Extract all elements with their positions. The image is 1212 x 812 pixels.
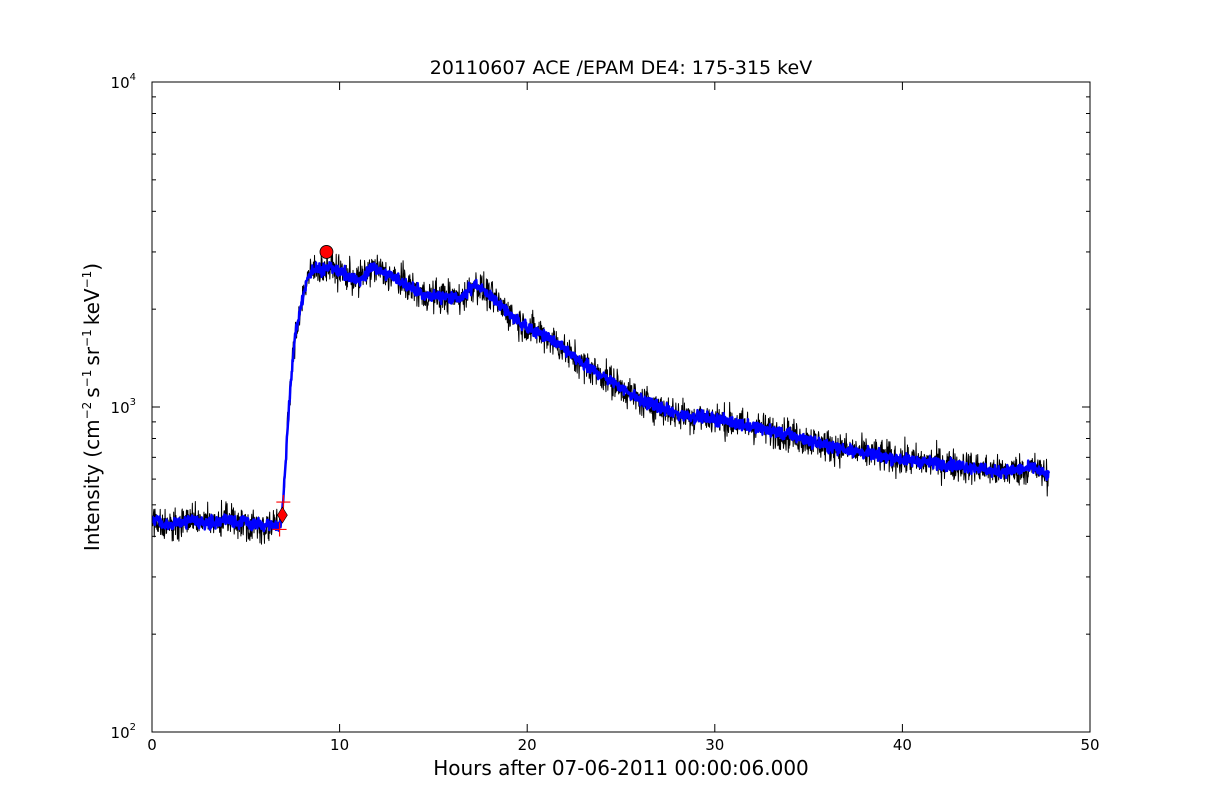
peak-circle-marker [319, 245, 334, 259]
x-axis-label: Hours after 07-06-2011 00:00:06.000 [433, 756, 809, 780]
smoothed-series-line [152, 261, 1050, 533]
y-axis-label: Intensity (cm−2s−1sr−1keV−1) [80, 263, 104, 551]
y-tick-labels: 102 103 104 [111, 72, 136, 742]
series-layer [152, 247, 1050, 545]
x-tick-label: 10 [330, 736, 349, 754]
x-tick-labels: 0 10 20 30 40 50 [147, 736, 1099, 754]
x-tick-label: 50 [1080, 736, 1099, 754]
x-tick-label: 0 [147, 736, 157, 754]
x-tick-label: 40 [893, 736, 912, 754]
ticks-layer [151, 81, 1091, 733]
y-tick-label: 103 [111, 397, 136, 417]
y-tick-label: 104 [111, 72, 136, 92]
plot-area [152, 245, 1050, 545]
marker-layer [272, 245, 334, 537]
x-tick-label: 30 [705, 736, 724, 754]
y-tick-label: 102 [111, 722, 136, 742]
onset-plus-marker [276, 495, 291, 510]
chart-title: 20110607 ACE /EPAM DE4: 175-315 keV [430, 57, 812, 79]
onset-plus-marker [272, 522, 287, 537]
x-tick-label: 20 [518, 736, 537, 754]
onset-diamond-marker [277, 506, 288, 524]
